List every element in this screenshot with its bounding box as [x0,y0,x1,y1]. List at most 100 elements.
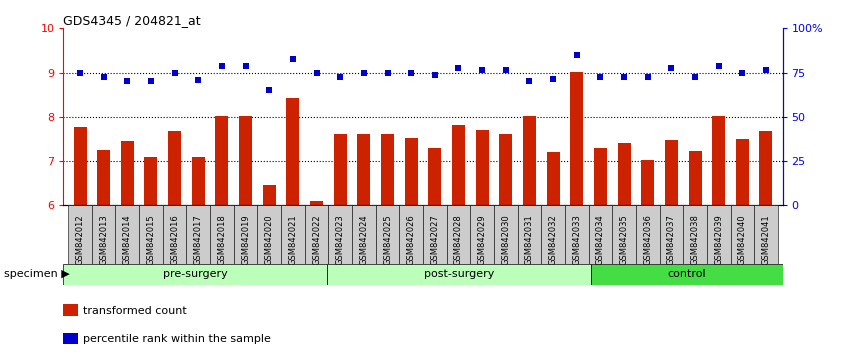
Text: GSM842041: GSM842041 [761,214,771,265]
Text: GSM842012: GSM842012 [75,214,85,265]
Bar [145,156,157,354]
Point [310,70,323,75]
Point [618,74,631,80]
Bar [305,205,328,264]
Text: GSM842024: GSM842024 [360,214,368,265]
Text: GSM842014: GSM842014 [123,214,132,265]
Bar [216,116,228,354]
Bar [570,72,583,354]
Text: GSM842032: GSM842032 [548,214,558,265]
Point [144,79,157,84]
Bar [523,116,536,354]
Text: percentile rank within the sample: percentile rank within the sample [83,334,271,344]
Bar [162,205,186,264]
Bar [239,116,252,354]
Point [286,57,299,62]
Bar [760,131,772,354]
Text: GSM842029: GSM842029 [478,214,486,265]
Bar [69,205,92,264]
Bar [168,131,181,354]
Bar [333,133,347,354]
Bar [589,205,613,264]
Text: GSM842021: GSM842021 [288,214,298,265]
Bar [328,205,352,264]
Bar [92,205,116,264]
Text: GSM842036: GSM842036 [643,214,652,265]
Point [333,74,347,80]
Text: GSM842020: GSM842020 [265,214,274,265]
Text: GSM842033: GSM842033 [572,214,581,265]
Point [499,67,513,73]
Bar [565,205,589,264]
Text: GSM842027: GSM842027 [431,214,439,265]
Bar [263,184,276,354]
Bar [281,205,305,264]
Point [712,63,726,69]
Point [404,70,418,75]
Bar [63,304,78,316]
Point [735,70,749,75]
Bar [428,148,442,354]
Bar [423,205,447,264]
Bar [594,148,607,354]
Bar [97,150,110,354]
Bar [116,205,139,264]
Point [523,79,536,84]
Text: GSM842017: GSM842017 [194,214,203,265]
Point [239,63,252,69]
Point [594,74,607,80]
Text: GSM842025: GSM842025 [383,214,392,265]
Point [570,52,584,58]
Text: GSM842013: GSM842013 [99,214,108,265]
Point [381,70,394,75]
Text: GSM842034: GSM842034 [596,214,605,265]
Text: GSM842038: GSM842038 [690,214,700,265]
Point [547,76,560,82]
Bar [494,205,518,264]
Bar [233,205,257,264]
Bar [684,205,707,264]
Bar [352,205,376,264]
Bar [665,140,678,354]
Bar [712,116,725,354]
Text: GSM842028: GSM842028 [454,214,463,265]
Bar [541,205,565,264]
Bar [730,205,754,264]
Bar [257,205,281,264]
Bar [186,205,210,264]
Point [191,77,205,82]
Bar [754,205,777,264]
Bar [518,205,541,264]
Bar [121,141,134,354]
Text: GSM842022: GSM842022 [312,214,321,265]
Bar [376,205,399,264]
Bar [404,138,418,354]
Bar [63,264,327,285]
Bar [452,125,465,354]
Text: control: control [667,269,706,279]
Bar [660,205,684,264]
Bar [192,156,205,354]
Bar [74,127,86,354]
Bar [591,264,783,285]
Point [262,87,276,93]
Text: GSM842031: GSM842031 [525,214,534,265]
Bar [310,201,323,354]
Point [357,70,371,75]
Bar [475,130,489,354]
Bar [287,98,299,354]
Point [74,70,87,75]
Text: GSM842035: GSM842035 [619,214,629,265]
Text: transformed count: transformed count [83,306,187,316]
Point [452,65,465,71]
Point [665,65,678,71]
Point [168,70,181,75]
Bar [689,152,701,354]
Point [215,63,228,69]
Point [641,74,655,80]
Text: GSM842026: GSM842026 [407,214,415,265]
Bar [547,152,559,354]
Text: GSM842030: GSM842030 [502,214,510,265]
Text: post-surgery: post-surgery [424,269,494,279]
Text: GSM842015: GSM842015 [146,214,156,265]
